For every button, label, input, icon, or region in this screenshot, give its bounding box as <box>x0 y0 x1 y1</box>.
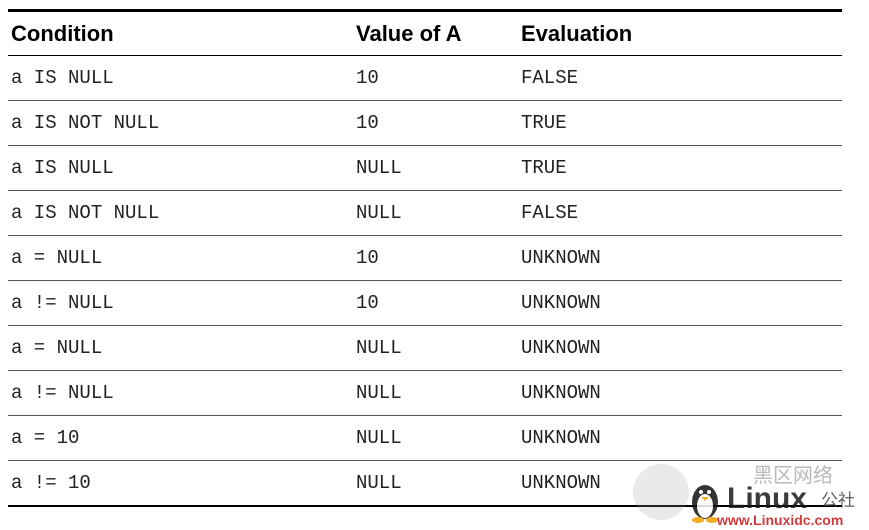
condition-cell: a IS NULL <box>8 145 353 191</box>
evaluation-cell: UNKNOWN <box>518 325 842 371</box>
evaluation-cell: FALSE <box>518 190 842 236</box>
condition-cell: a != NULL <box>8 280 353 326</box>
penguin-icon <box>692 485 718 523</box>
header-evaluation: Evaluation <box>521 20 633 46</box>
null-evaluation-table-container: Condition Value of A Evaluation a IS NUL… <box>8 9 842 507</box>
condition-cell: a IS NOT NULL <box>8 100 353 146</box>
evaluation-cell: UNKNOWN <box>518 280 842 326</box>
table-row: a = NULL 10 UNKNOWN <box>8 235 842 281</box>
evaluation-cell: TRUE <box>518 145 842 191</box>
watermark-suffix: 公社 <box>821 491 855 511</box>
table-header: Condition Value of A Evaluation <box>8 10 842 56</box>
header-condition: Condition <box>11 20 114 46</box>
condition-cell: a IS NULL <box>8 55 353 101</box>
condition-cell: a = 10 <box>8 415 353 461</box>
value-cell: NULL <box>353 370 518 416</box>
evaluation-cell: UNKNOWN <box>518 415 842 461</box>
linuxidc-watermark: 黑区网络 Linux 公社 www.Linuxidc.com <box>633 463 855 528</box>
value-cell: NULL <box>353 460 518 507</box>
condition-cell: a != NULL <box>8 370 353 416</box>
condition-cell: a != 10 <box>8 460 353 507</box>
table-row: a = NULL NULL UNKNOWN <box>8 325 842 371</box>
header-value-of-a: Value of A <box>356 20 462 46</box>
watermark-brand: Linux <box>727 482 807 515</box>
watermark-chinese: 黑区网络 <box>753 463 833 487</box>
value-cell: NULL <box>353 145 518 191</box>
value-cell: NULL <box>353 325 518 371</box>
evaluation-cell: TRUE <box>518 100 842 146</box>
evaluation-cell: UNKNOWN <box>518 235 842 281</box>
table-row: a IS NULL 10 FALSE <box>8 55 842 101</box>
null-evaluation-table: Condition Value of A Evaluation a IS NUL… <box>8 9 842 507</box>
evaluation-cell: UNKNOWN <box>518 460 842 507</box>
value-cell: 10 <box>353 235 518 281</box>
table-row: a != NULL 10 UNKNOWN <box>8 280 842 326</box>
table-body: a IS NULL 10 FALSE a IS NOT NULL 10 TRUE… <box>8 55 842 507</box>
value-cell: NULL <box>353 415 518 461</box>
evaluation-cell: UNKNOWN <box>518 370 842 416</box>
table-row: a != NULL NULL UNKNOWN <box>8 370 842 416</box>
evaluation-cell: FALSE <box>518 55 842 101</box>
table-row: a != 10 NULL UNKNOWN <box>8 460 842 507</box>
table-row: a IS NOT NULL NULL FALSE <box>8 190 842 236</box>
table-row: a IS NULL NULL TRUE <box>8 145 842 191</box>
value-cell: 10 <box>353 100 518 146</box>
value-cell: 10 <box>353 55 518 101</box>
condition-cell: a IS NOT NULL <box>8 190 353 236</box>
table-row: a IS NOT NULL 10 TRUE <box>8 100 842 146</box>
value-cell: 10 <box>353 280 518 326</box>
table-row: a = 10 NULL UNKNOWN <box>8 415 842 461</box>
logo-backdrop-icon <box>633 464 689 520</box>
condition-cell: a = NULL <box>8 325 353 371</box>
condition-cell: a = NULL <box>8 235 353 281</box>
watermark-url: www.Linuxidc.com <box>716 512 843 528</box>
value-cell: NULL <box>353 190 518 236</box>
header-row: Condition Value of A Evaluation <box>8 10 842 56</box>
